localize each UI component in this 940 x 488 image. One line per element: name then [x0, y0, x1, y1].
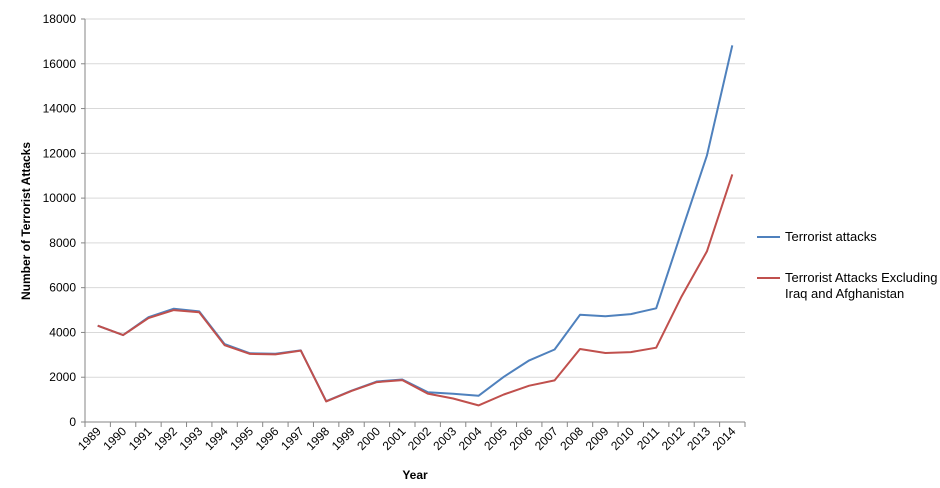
x-tick-label: 2008 [557, 424, 586, 453]
y-tick-label: 0 [69, 415, 76, 429]
x-tick-label: 1997 [278, 424, 307, 453]
x-tick-label: 1998 [303, 424, 332, 453]
y-tick-label: 16000 [43, 57, 77, 71]
x-tick-label: 2011 [634, 424, 662, 452]
x-tick-label: 2005 [481, 424, 510, 453]
gridlines [81, 18, 745, 423]
y-tick-label: 6000 [49, 281, 76, 295]
legend-label: Iraq and Afghanistan [785, 286, 904, 301]
series-line-0 [97, 45, 734, 403]
x-tick-label: 1993 [177, 424, 206, 453]
y-tick-label: 2000 [49, 370, 76, 384]
x-axis-title: Year [402, 468, 428, 482]
x-tick-label: 2013 [684, 424, 713, 453]
x-tick-label: 1999 [329, 424, 358, 453]
x-tick-label: 2000 [354, 424, 383, 453]
axes [84, 19, 745, 423]
legend-label: Terrorist attacks [785, 229, 877, 244]
x-tick-label: 1995 [227, 424, 256, 453]
legend: Terrorist attacks Terrorist Attacks Exclu… [757, 229, 937, 301]
y-tick-label: 18000 [43, 12, 77, 26]
x-tick-label: 2014 [710, 424, 739, 453]
series-lines [97, 45, 734, 407]
series-line-1 [97, 174, 734, 407]
x-tick-label: 2004 [456, 424, 485, 453]
x-tick-label: 2007 [532, 424, 561, 453]
y-tick-label: 8000 [49, 236, 76, 250]
x-tick-label: 2002 [405, 424, 434, 453]
x-tick-label: 1994 [202, 424, 231, 453]
x-tick-label: 2010 [608, 424, 637, 453]
x-tick-label: 2003 [430, 424, 459, 453]
y-tick-label: 12000 [43, 146, 77, 160]
y-tick-label: 4000 [49, 325, 76, 339]
y-tick-label: 14000 [43, 102, 77, 116]
y-tick-label: 10000 [43, 191, 77, 205]
y-tick-labels: 0 2000 4000 6000 8000 10000 12000 14000 16000 180… [43, 12, 77, 429]
x-tick-label: 2006 [507, 424, 536, 453]
x-tick-labels: 1989199019911992199319941995199619971998… [75, 422, 746, 453]
legend-label: Terrorist Attacks Excluding [785, 270, 937, 285]
x-tick-label: 1990 [100, 424, 129, 453]
x-tick-label: 2009 [583, 424, 612, 453]
x-tick-label: 2012 [659, 424, 688, 453]
x-tick-label: 1996 [253, 424, 282, 453]
x-tick-label: 2001 [380, 424, 409, 453]
y-axis-title: Number of Terrorist Attacks [19, 142, 33, 300]
x-tick-label: 1989 [75, 424, 104, 453]
x-tick-label: 1992 [151, 424, 180, 453]
x-tick-label: 1991 [126, 424, 155, 453]
